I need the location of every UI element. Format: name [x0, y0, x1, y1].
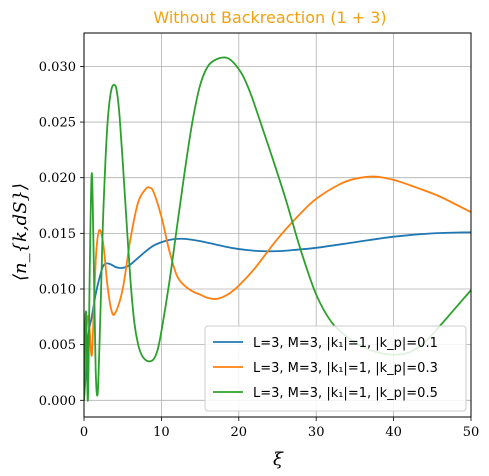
x-tick-label: 0 — [80, 425, 88, 440]
x-tick-label: 10 — [153, 425, 170, 440]
series-line-3 — [84, 56, 471, 402]
x-tick-label: 50 — [463, 425, 480, 440]
chart-title: Without Backreaction (1 + 3) — [153, 8, 386, 27]
y-tick-label: 0.015 — [39, 227, 76, 242]
plot-frame — [83, 32, 472, 418]
x-axis-label: ξ — [273, 449, 284, 470]
y-tick-label: 0.020 — [39, 171, 76, 186]
legend-label-1: L=3, M=3, |k₁|=1, |k_p|=0.1 — [253, 336, 438, 351]
y-axis-label: ⟨n_{k,dS}⟩ — [10, 183, 31, 281]
series-line-1 — [84, 231, 471, 401]
x-tick-label: 20 — [231, 425, 248, 440]
x-tick-label: 30 — [308, 425, 325, 440]
y-tick-label: 0.005 — [39, 338, 76, 353]
y-axis: 0.000 0.005 0.010 0.015 0.020 0.025 0.030 — [39, 60, 84, 409]
y-tick-label: 0.025 — [39, 116, 76, 131]
x-axis: 0 10 20 30 40 50 — [80, 417, 479, 440]
legend-box — [204, 325, 467, 412]
x-tick-label: 40 — [385, 425, 402, 440]
series-line-2 — [84, 175, 471, 401]
y-tick-label: 0.030 — [39, 60, 76, 75]
plot-area — [84, 56, 471, 402]
y-tick-label: 0.010 — [39, 283, 76, 298]
y-tick-label: 0.000 — [39, 394, 76, 409]
legend-label-2: L=3, M=3, |k₁|=1, |k_p|=0.3 — [253, 361, 438, 376]
legend-label-3: L=3, M=3, |k₁|=1, |k_p|=0.5 — [253, 386, 438, 401]
legend: L=3, M=3, |k₁|=1, |k_p|=0.1 L=3, M=3, |k₁… — [204, 325, 467, 412]
